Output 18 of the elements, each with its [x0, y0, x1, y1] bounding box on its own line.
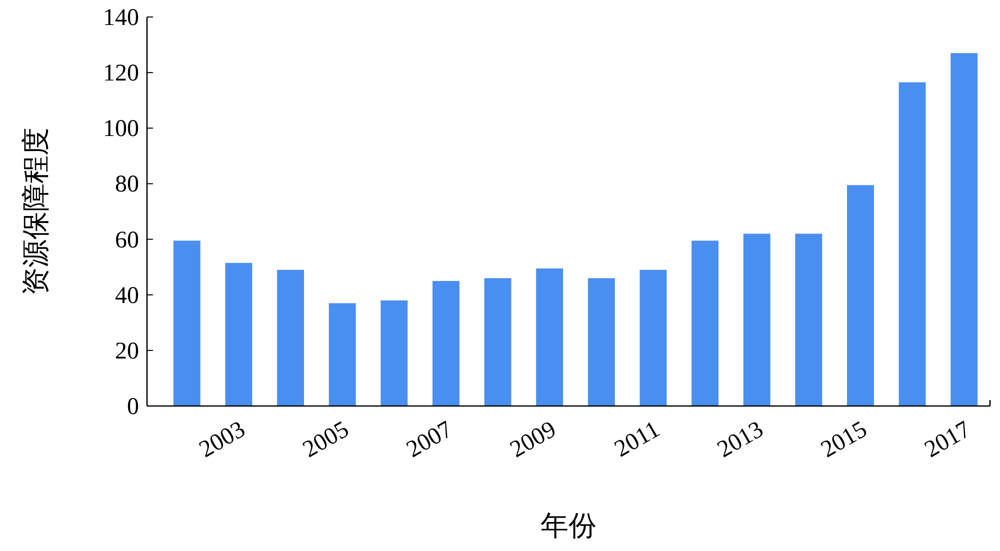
y-tick-label: 40	[115, 282, 139, 309]
y-tick-label: 120	[103, 60, 139, 87]
x-tick-label: 2011	[610, 416, 664, 463]
x-tick-label: 2009	[506, 416, 561, 464]
y-tick-label: 80	[115, 172, 139, 198]
x-tick-label: 2003	[195, 416, 250, 464]
x-tick-label: 2017	[920, 416, 976, 464]
x-tick-label: 2005	[298, 416, 354, 464]
x-tick-label: 2015	[816, 416, 872, 464]
y-tick-label: 140	[103, 5, 139, 31]
x-axis-title: 年份	[540, 511, 596, 542]
x-tick-label: 2013	[713, 416, 768, 464]
y-tick-label: 0	[127, 394, 139, 420]
x-tick-label: 2007	[402, 416, 457, 464]
y-axis-title: 资源保障程度	[21, 128, 52, 296]
y-tick-label: 20	[115, 338, 139, 364]
y-tick-label: 100	[103, 116, 139, 142]
y-tick-label: 60	[115, 227, 139, 254]
